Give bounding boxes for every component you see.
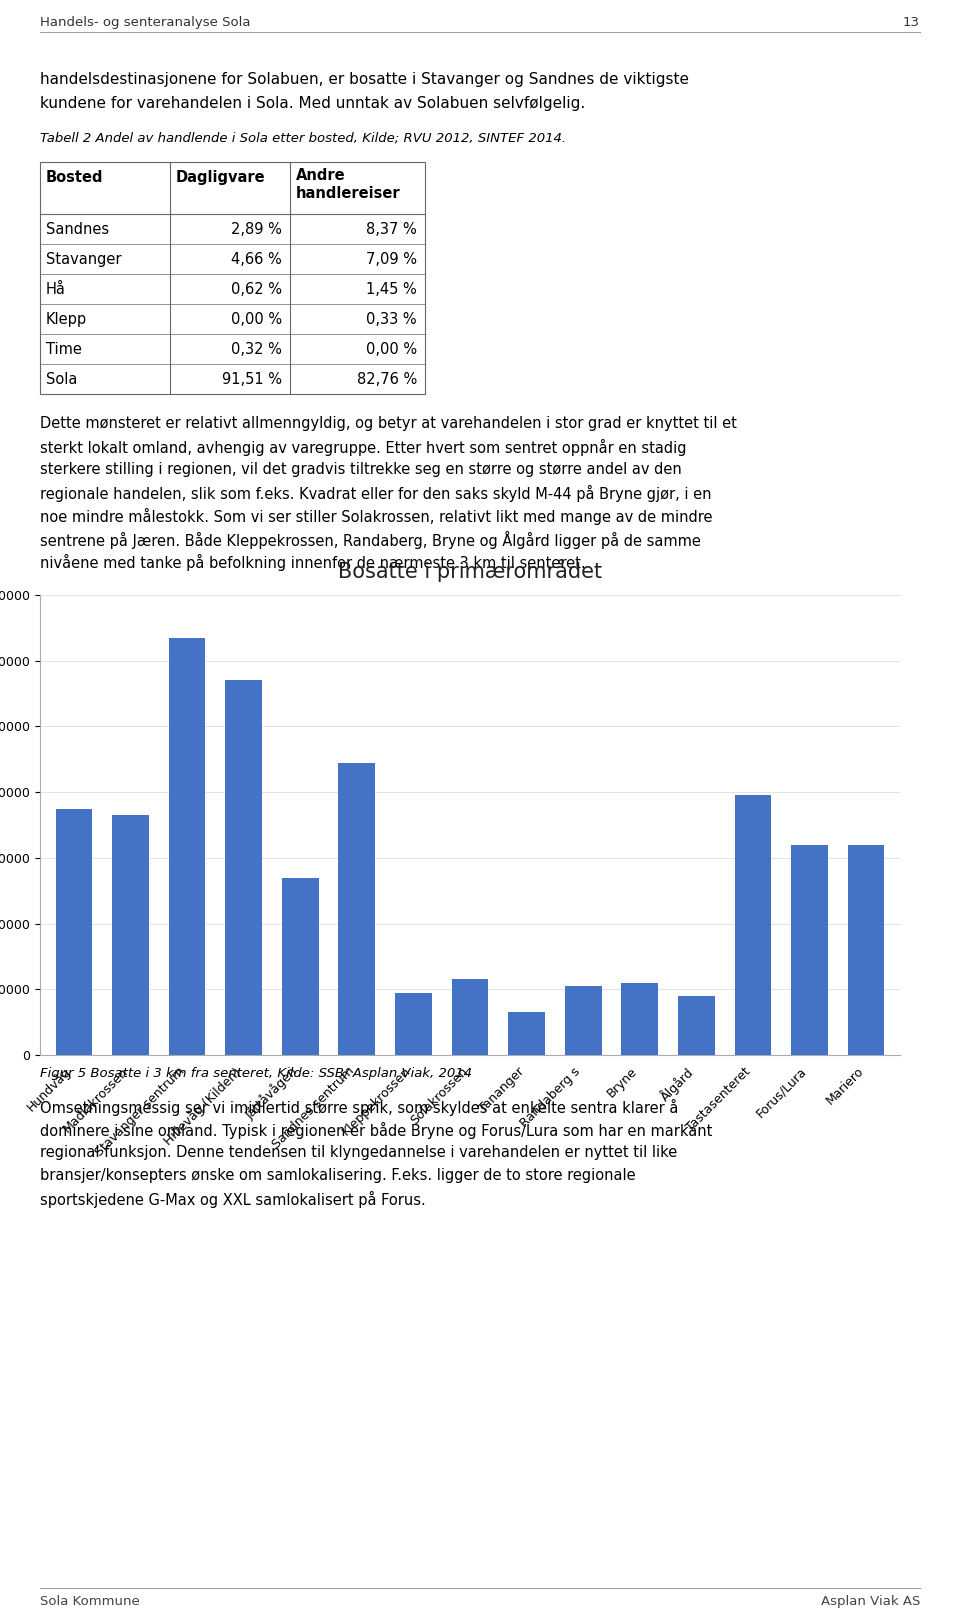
Text: noe mindre målestokk. Som vi ser stiller Solakrossen, relativt likt med mange av: noe mindre målestokk. Som vi ser stiller… [40, 509, 712, 525]
Bar [169, 638, 205, 1055]
Text: 8,37 %: 8,37 % [367, 222, 417, 237]
Text: kundene for varehandelen i Sola. Med unntak av Solabuen selvfølgelig.: kundene for varehandelen i Sola. Med unn… [40, 96, 586, 112]
Bar [40, 162, 425, 394]
Text: Dagligvare: Dagligvare [176, 170, 266, 185]
Text: Figur 5 Bosatte i 3 km fra senteret, Kilde: SSB/ Asplan Viak, 2014: Figur 5 Bosatte i 3 km fra senteret, Kil… [40, 1068, 472, 1081]
Bar [112, 815, 149, 1055]
Bar [282, 878, 319, 1055]
Text: 1,45 %: 1,45 % [367, 282, 417, 296]
Bar [564, 987, 602, 1055]
Text: Sola Kommune: Sola Kommune [40, 1596, 140, 1609]
Bar [56, 808, 92, 1055]
Text: Asplan Viak AS: Asplan Viak AS [821, 1596, 920, 1609]
Text: Hå: Hå [46, 282, 66, 296]
Title: Bosatte i primærområdet: Bosatte i primærområdet [338, 559, 602, 582]
Text: 4,66 %: 4,66 % [231, 253, 282, 267]
Bar [678, 996, 714, 1055]
Text: 7,09 %: 7,09 % [366, 253, 417, 267]
Text: 0,32 %: 0,32 % [231, 342, 282, 356]
Text: regionale handelen, slik som f.eks. Kvadrat eller for den saks skyld M-44 på Bry: regionale handelen, slik som f.eks. Kvad… [40, 484, 711, 502]
Text: Dette mønsteret er relativt allmenngyldig, og betyr at varehandelen i stor grad : Dette mønsteret er relativt allmenngyldi… [40, 416, 737, 431]
Text: Tabell 2 Andel av handlende i Sola etter bosted, Kilde; RVU 2012, SINTEF 2014.: Tabell 2 Andel av handlende i Sola etter… [40, 131, 566, 146]
Text: Omsetningsmessig ser vi imidlertid større sprik, som skyldes at enkelte sentra k: Omsetningsmessig ser vi imidlertid størr… [40, 1098, 679, 1116]
Text: regional funksjon. Denne tendensen til klyngedannelse i varehandelen er nyttet t: regional funksjon. Denne tendensen til k… [40, 1145, 677, 1160]
Text: nivåene med tanke på befolkning innenfor de nærmeste 3 km til senteret.: nivåene med tanke på befolkning innenfor… [40, 554, 586, 570]
Text: Klepp: Klepp [46, 313, 87, 327]
Bar [791, 844, 828, 1055]
Text: sentrene på Jæren. Både Kleppekrossen, Randaberg, Bryne og Ålgård ligger på de s: sentrene på Jæren. Både Kleppekrossen, R… [40, 531, 701, 549]
Text: Sandnes: Sandnes [46, 222, 109, 237]
Bar [226, 680, 262, 1055]
Bar [451, 980, 489, 1055]
Text: 13: 13 [903, 16, 920, 29]
Text: handlereiser: handlereiser [296, 186, 400, 201]
Text: bransjer/konsepters ønske om samlokalisering. F.eks. ligger de to store regional: bransjer/konsepters ønske om samlokalise… [40, 1168, 636, 1183]
Text: sportskjedene G-Max og XXL samlokalisert på Forus.: sportskjedene G-Max og XXL samlokalisert… [40, 1191, 425, 1209]
Text: dominere i sine omland. Typisk i regionen er både Bryne og Forus/Lura som har en: dominere i sine omland. Typisk i regione… [40, 1123, 712, 1139]
Bar [621, 983, 659, 1055]
Text: 0,00 %: 0,00 % [366, 342, 417, 356]
Text: Andre: Andre [296, 168, 346, 183]
Bar [508, 1012, 545, 1055]
Text: 91,51 %: 91,51 % [222, 373, 282, 387]
Text: 82,76 %: 82,76 % [357, 373, 417, 387]
Text: Handels- og senteranalyse Sola: Handels- og senteranalyse Sola [40, 16, 251, 29]
Text: handelsdestinasjonene for Solabuen, er bosatte i Stavanger og Sandnes de viktigs: handelsdestinasjonene for Solabuen, er b… [40, 71, 689, 87]
Text: Bosted: Bosted [46, 170, 104, 185]
Bar [395, 993, 432, 1055]
Text: 0,33 %: 0,33 % [367, 313, 417, 327]
Text: Time: Time [46, 342, 82, 356]
Text: sterkt lokalt omland, avhengig av varegruppe. Etter hvert som sentret oppnår en : sterkt lokalt omland, avhengig av varegr… [40, 439, 686, 455]
Text: 2,89 %: 2,89 % [231, 222, 282, 237]
Text: 0,00 %: 0,00 % [230, 313, 282, 327]
Bar [339, 763, 375, 1055]
Text: Sola: Sola [46, 373, 78, 387]
Text: Stavanger: Stavanger [46, 253, 122, 267]
Text: sterkere stilling i regionen, vil det gradvis tiltrekke seg en større og større : sterkere stilling i regionen, vil det gr… [40, 462, 682, 476]
Bar [848, 844, 884, 1055]
Bar [734, 795, 771, 1055]
Text: 0,62 %: 0,62 % [231, 282, 282, 296]
